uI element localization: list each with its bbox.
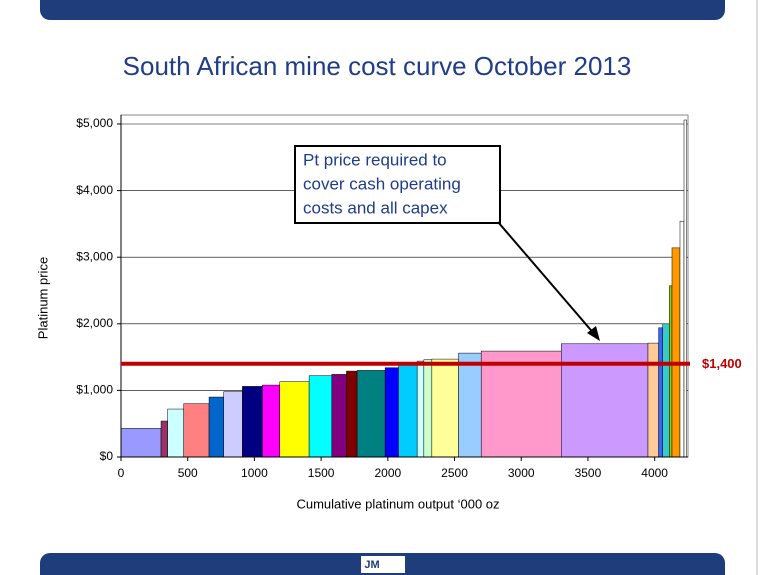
annotation-text: cover cash operating	[303, 174, 461, 193]
bar	[679, 220, 685, 458]
x-tick-label: 0	[118, 466, 125, 480]
bar	[346, 370, 358, 458]
annotation-arrow	[497, 221, 597, 337]
bar	[480, 350, 562, 458]
x-tick-label: 4000	[641, 466, 668, 480]
bar	[279, 381, 310, 458]
chart-title: South African mine cost curve October 20…	[123, 51, 632, 81]
bar	[398, 364, 418, 458]
x-tick-label: 3000	[508, 466, 535, 480]
bar	[662, 323, 670, 458]
bar	[561, 343, 649, 458]
bar	[431, 358, 459, 458]
annotation-text: Pt price required to	[303, 150, 447, 169]
bar	[308, 375, 333, 458]
logo: JM	[364, 559, 379, 571]
y-tick-label: $2,000	[76, 316, 113, 330]
y-axis-title: Platinum price	[35, 257, 50, 339]
bar	[120, 428, 162, 458]
y-tick-label: $3,000	[76, 249, 113, 263]
y-tick-label: $4,000	[76, 183, 113, 197]
bar	[262, 384, 281, 458]
y-tick-label: $5,000	[76, 116, 113, 130]
bar	[647, 342, 659, 458]
bar	[167, 408, 184, 458]
x-tick-label: 3500	[575, 466, 602, 480]
y-tick-label: $0	[100, 449, 114, 463]
price-label: $1,400	[702, 356, 742, 371]
bar	[331, 374, 347, 458]
bar	[384, 367, 399, 458]
bar	[669, 285, 673, 458]
x-tick-label: 1000	[241, 466, 268, 480]
logo-box	[361, 556, 405, 573]
bar	[183, 403, 210, 458]
x-tick-label: 1500	[308, 466, 335, 480]
bar	[242, 386, 263, 458]
bar	[458, 352, 482, 458]
x-tick-label: 2000	[374, 466, 401, 480]
bar	[160, 420, 168, 458]
bar	[416, 360, 425, 458]
bar	[208, 396, 224, 458]
x-tick-label: 500	[178, 466, 198, 480]
y-tick-label: $1,000	[76, 383, 113, 397]
bar	[658, 327, 663, 458]
bar	[671, 247, 681, 458]
top-banner	[40, 0, 725, 20]
bar	[683, 119, 687, 458]
bar	[223, 391, 243, 458]
x-axis-title: Cumulative platinum output ‘000 oz	[296, 496, 499, 511]
x-tick-label: 2500	[441, 466, 468, 480]
bar	[423, 359, 433, 458]
annotation-text: costs and all capex	[303, 198, 448, 217]
bar	[356, 370, 386, 458]
annotation-box	[294, 145, 501, 224]
arrow-head	[587, 326, 600, 341]
